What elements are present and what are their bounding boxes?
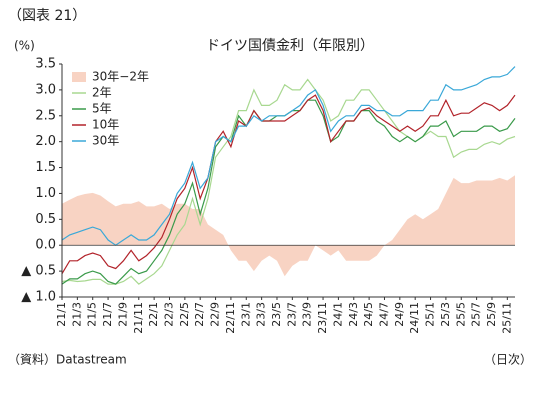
x-tick-label: 24/5 [362, 302, 375, 327]
x-tick-label: 21/1 [55, 302, 68, 327]
chart-title: ドイツ国債金利（年限別） [206, 38, 374, 54]
y-unit: (%) [14, 39, 35, 53]
y-tick-label: 2.5 [35, 108, 56, 123]
x-tick-label: 22/9 [209, 302, 222, 327]
spread-area [62, 175, 515, 277]
x-tick-label: 22/3 [162, 302, 175, 327]
x-tick-label: 25/5 [454, 302, 467, 327]
x-tick-label: 23/1 [239, 302, 252, 327]
x-tick-label: 23/11 [316, 302, 329, 334]
legend-label: 30年−2年 [92, 70, 149, 84]
x-tick-label: 23/5 [270, 302, 283, 327]
source: （資料）Datastream [8, 353, 127, 367]
x-tick-label: 22/11 [224, 302, 237, 334]
yield-line [61, 66, 516, 246]
legend-swatch [72, 72, 86, 82]
x-tick-label: 24/9 [393, 302, 406, 327]
x-tick-label: 23/3 [255, 302, 268, 327]
x-tick-label: 25/3 [439, 302, 452, 327]
plot [61, 66, 516, 285]
y-tick-label: 1.5 [35, 160, 56, 175]
legend-label: 2年 [92, 86, 112, 100]
x-tick-label: 25/7 [470, 302, 483, 327]
x-tick-label: 21/11 [132, 302, 145, 334]
x-tick-label: 24/1 [331, 302, 344, 327]
x-tick-label: 22/5 [178, 302, 191, 327]
y-tick-label: ▲ 0.5 [21, 264, 56, 279]
x-tick-label: 21/7 [101, 302, 114, 327]
y-tick-label: 3.0 [35, 82, 56, 97]
legend-label: 5年 [92, 102, 112, 116]
x-tick-label: 21/9 [116, 302, 129, 327]
y-tick-label: 2.0 [35, 134, 56, 149]
y-tick-label: 3.5 [35, 57, 56, 72]
legend-label: 30年 [92, 134, 119, 148]
x-tick-label: 25/11 [500, 302, 513, 334]
yield-line [61, 78, 516, 285]
x-tick-label: 22/7 [193, 302, 206, 327]
y-tick-label: ▲ 1.0 [21, 290, 56, 305]
y-tick-label: 0.5 [35, 212, 56, 227]
legend-label: 10年 [92, 118, 119, 132]
x-tick-label: 24/3 [347, 302, 360, 327]
x-tick-label: 25/9 [485, 302, 498, 327]
y-tick-label: 1.0 [35, 186, 56, 201]
figure-number: （図表 21） [8, 8, 86, 24]
x-tick-label: 21/5 [86, 302, 99, 327]
x-tick-label: 24/11 [408, 302, 421, 334]
y-tick-label: 0.0 [35, 238, 56, 253]
x-tick-label: 21/3 [70, 302, 83, 327]
yield-line [61, 94, 516, 275]
x-tick-label: 24/7 [377, 302, 390, 327]
x-tick-label: 23/7 [285, 302, 298, 327]
x-tick-label: 22/1 [147, 302, 160, 327]
x-tick-label: 25/1 [424, 302, 437, 327]
frequency-note: （日次） [484, 353, 532, 367]
x-tick-label: 23/9 [301, 302, 314, 327]
